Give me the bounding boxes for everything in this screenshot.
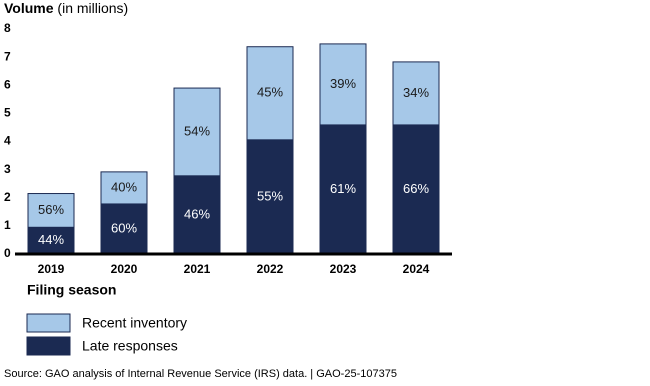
y-tick-label: 3 [4, 162, 11, 176]
bar-segment [27, 193, 75, 228]
y-tick-label: 0 [4, 246, 11, 260]
legend-label: Late responses [82, 338, 178, 354]
x-tick-label: 2024 [403, 262, 430, 276]
x-tick-label: 2023 [330, 262, 357, 276]
data-label: 66% [403, 181, 429, 196]
subtitle: (in millions) [57, 0, 128, 16]
bar-segment [100, 171, 148, 205]
legend-swatch [26, 313, 71, 333]
bar-segment [246, 46, 294, 141]
x-axis-title: Filing season [27, 282, 116, 298]
legend-label: Recent inventory [82, 315, 187, 331]
data-label: 60% [111, 220, 137, 235]
data-label: 45% [257, 85, 283, 100]
chart-title: Volume (in millions) [4, 0, 128, 16]
y-tick-label: 2 [4, 190, 11, 204]
y-tick-label: 8 [4, 21, 11, 35]
data-label: 55% [257, 188, 283, 203]
y-tick-label: 5 [4, 106, 11, 120]
bar-segment [392, 61, 440, 126]
data-label: 34% [403, 85, 429, 100]
data-label: 54% [184, 123, 210, 138]
data-label: 40% [111, 179, 137, 194]
bar-segment [27, 226, 75, 255]
legend-swatch [26, 336, 71, 356]
bar-segment [392, 124, 440, 255]
data-label: 46% [184, 206, 210, 221]
y-tick-label: 1 [4, 218, 11, 232]
x-tick-label: 2022 [257, 262, 284, 276]
bar-segment [173, 87, 221, 177]
source-note: Source: GAO analysis of Internal Revenue… [4, 368, 397, 380]
y-tick-label: 6 [4, 77, 11, 91]
title: Volume [4, 0, 54, 16]
data-label: 61% [330, 181, 356, 196]
x-tick-label: 2019 [38, 262, 65, 276]
y-tick-label: 7 [4, 49, 11, 63]
data-label: 39% [330, 76, 356, 91]
data-label: 56% [38, 202, 64, 217]
y-tick-label: 4 [4, 134, 11, 148]
data-label: 44% [38, 232, 64, 247]
x-tick-label: 2020 [111, 262, 138, 276]
bar-segment [319, 43, 367, 126]
x-tick-label: 2021 [184, 262, 211, 276]
